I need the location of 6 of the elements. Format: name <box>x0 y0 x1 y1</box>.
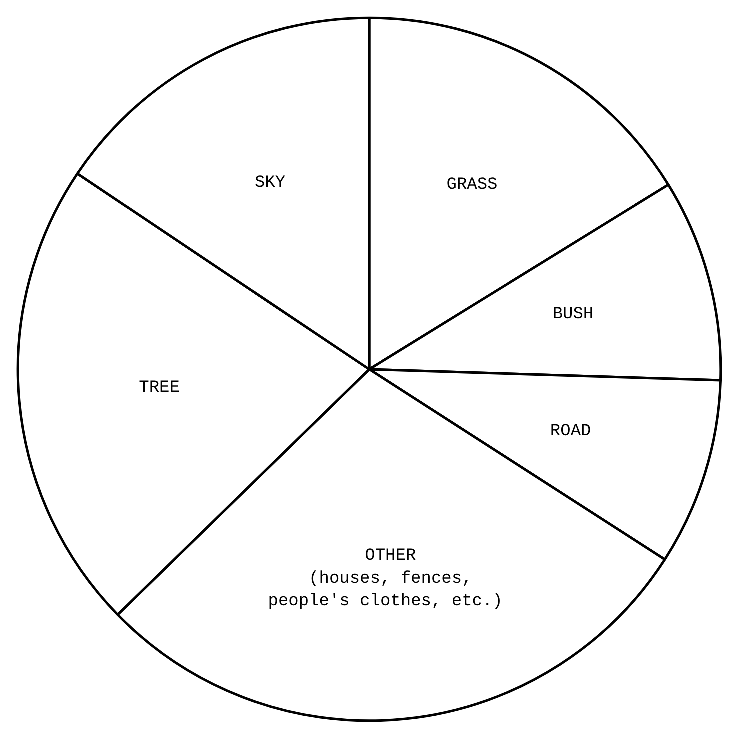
slice-label: BUSH <box>552 306 594 325</box>
slice-label: GRASS <box>446 176 498 195</box>
slice-label: SKY <box>254 174 286 193</box>
slice-label: ROAD <box>550 422 592 442</box>
slice-label: TREE <box>139 379 180 398</box>
slice-label: OTHER (houses, fences, people's clothes, etc.) <box>268 546 503 612</box>
